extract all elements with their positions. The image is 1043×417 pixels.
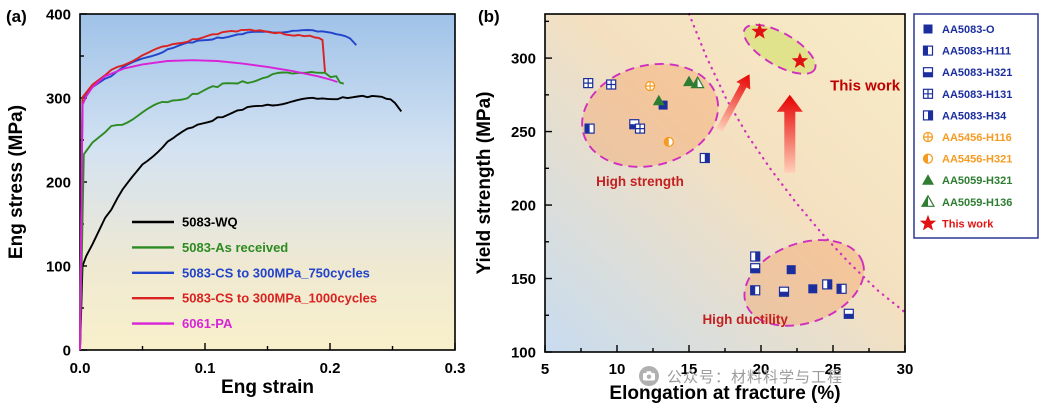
point-AA5456-H116 <box>644 80 656 92</box>
point-AA5083-H131 <box>583 77 594 89</box>
x-axis-label: Eng strain <box>221 377 314 398</box>
legend-label: AA5059-H136 <box>942 197 1012 209</box>
svg-text:300: 300 <box>511 51 536 68</box>
point-AA5083-H111 <box>836 283 847 294</box>
curve-6061-PA <box>79 59 338 351</box>
boundary-curve <box>687 12 907 314</box>
panel-b-label: (b) <box>478 7 500 26</box>
legend-label: 5083-CS to 300MPa_1000cycles <box>182 291 377 306</box>
curve-5083-WQ <box>79 94 403 351</box>
point-AA5083-H131 <box>606 79 617 90</box>
legend-marker <box>920 194 936 207</box>
legend-label: AA5083-O <box>942 24 995 36</box>
svg-text:300: 300 <box>46 91 71 108</box>
svg-text:20: 20 <box>753 361 770 378</box>
legend-label: AA5059-H321 <box>942 175 1012 187</box>
point-AA5083-H321 <box>843 308 854 319</box>
point-AA5083-H111 <box>584 123 595 134</box>
watermark: 公众号：材料科学与工程 <box>638 365 843 387</box>
point-AA5083-H111 <box>750 285 761 296</box>
y-axis-label: Eng stress (MPa) <box>6 105 27 259</box>
plot-b-background <box>545 14 905 352</box>
svg-text:0.3: 0.3 <box>445 360 466 377</box>
svg-text:400: 400 <box>46 7 71 24</box>
svg-text:15: 15 <box>681 361 698 378</box>
point-AA5083-H34 <box>750 251 761 262</box>
point-This work <box>791 52 809 68</box>
svg-text:100: 100 <box>511 345 536 362</box>
curve-5083-CS to 300MPa_1000cycles <box>79 28 326 351</box>
svg-text:100: 100 <box>46 259 71 276</box>
point-AA5083-O <box>808 284 818 294</box>
annotation-text: This work <box>830 77 901 94</box>
legend-label: AA5083-H321 <box>942 67 1012 79</box>
svg-text:5: 5 <box>541 361 549 378</box>
svg-text:25: 25 <box>825 361 842 378</box>
high-ductility-region <box>743 239 865 327</box>
legend-label: AA5083-H111 <box>942 46 1011 58</box>
point-AA5083-H321 <box>750 263 761 274</box>
annotation-arrow <box>716 74 751 132</box>
legend-label: AA5083-H131 <box>942 89 1012 101</box>
point-AA5083-H321 <box>778 286 790 297</box>
stress-strain-chart: 0.0 0.1 0.2 0.3 0 100 200 300 400 5083-WQ 5083-As … <box>6 7 466 399</box>
svg-text:200: 200 <box>46 175 71 192</box>
svg-text:250: 250 <box>511 124 536 141</box>
svg-text:150: 150 <box>511 271 536 288</box>
legend-marker <box>922 110 934 121</box>
annotation-arrow <box>776 94 803 173</box>
high-strength-region <box>581 62 720 168</box>
legend-marker <box>922 131 934 143</box>
watermark-text: 公众号：材料科学与工程 <box>667 368 844 386</box>
svg-text:0.1: 0.1 <box>195 360 216 377</box>
legend-label: AA5456-H321 <box>942 154 1012 166</box>
legend-box <box>913 13 1039 239</box>
point-AA5083-H34 <box>699 152 710 164</box>
svg-text:0.2: 0.2 <box>320 360 341 377</box>
curve-5083-CS to 300MPa_750cycles <box>79 29 357 351</box>
annotation-text: High strength <box>596 174 684 189</box>
panel-a-label: (a) <box>6 7 27 26</box>
x-axis-label: Elongation at fracture (%) <box>609 383 840 404</box>
yield-strength-scatter-chart: 5 10 15 20 25 30 100 150 200 250 300 High strength H… <box>474 7 1039 404</box>
legend-label: AA5456-H116 <box>942 132 1012 144</box>
point-AA5059-H321 <box>683 75 695 87</box>
legend-marker <box>922 45 934 56</box>
legend-marker <box>919 214 937 231</box>
point-AA5083-H131 <box>634 123 646 134</box>
point-AA5456-H321 <box>663 136 674 148</box>
point-AA5059-H136 <box>690 75 705 89</box>
legend-label: AA5083-H34 <box>942 110 1007 122</box>
legend-marker <box>922 67 934 78</box>
svg-text:10: 10 <box>609 361 626 378</box>
legend-marker <box>922 153 934 164</box>
point-This work <box>751 22 768 39</box>
plot-a-background <box>80 14 455 350</box>
svg-text:0: 0 <box>63 343 71 360</box>
y-axis-label: Yield strength (MPa) <box>474 92 495 275</box>
legend-marker <box>922 88 934 99</box>
svg-text:30: 30 <box>897 361 914 378</box>
svg-text:0.0: 0.0 <box>70 360 91 377</box>
point-AA5083-O <box>786 265 796 275</box>
legend-label: This work <box>942 218 994 230</box>
point-AA5083-H34 <box>822 279 833 290</box>
legend-label: 6061-PA <box>182 316 233 331</box>
legend-label: 5083-WQ <box>182 215 238 230</box>
legend-label: 5083-CS to 300MPa_750cycles <box>182 265 370 280</box>
svg-text:200: 200 <box>511 198 536 215</box>
camera-logo-icon <box>638 365 660 387</box>
annotation-text: High ductility <box>702 312 788 327</box>
legend-marker <box>923 24 933 34</box>
legend-label: 5083-As received <box>182 240 288 255</box>
point-AA5059-H321 <box>652 94 665 106</box>
legend-marker <box>922 174 934 185</box>
